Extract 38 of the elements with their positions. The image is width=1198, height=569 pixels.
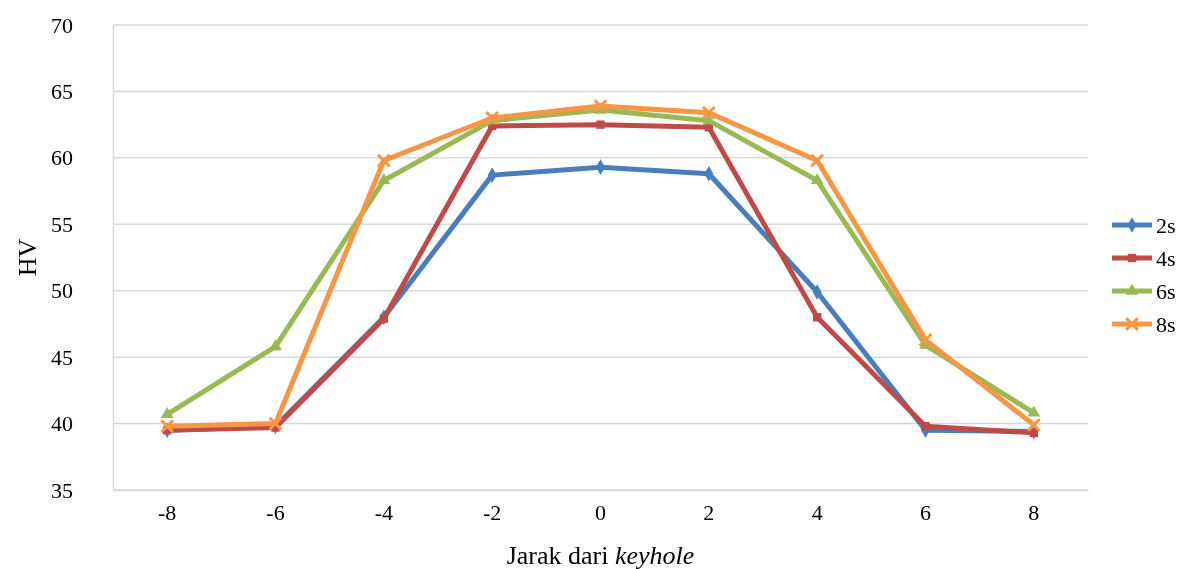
y-tick-label: 40 bbox=[51, 411, 73, 437]
y-tick-label: 50 bbox=[51, 278, 73, 304]
point bbox=[596, 120, 605, 129]
legend-label: 6s bbox=[1156, 279, 1176, 304]
point bbox=[702, 113, 716, 125]
x-tick-label: -8 bbox=[158, 499, 177, 525]
point bbox=[1026, 417, 1042, 433]
point bbox=[159, 418, 175, 434]
point bbox=[809, 153, 825, 168]
x-tick-label: 4 bbox=[811, 499, 823, 525]
x-axis-title: Jarak dari keyhole bbox=[506, 541, 695, 569]
x-tick-label: -2 bbox=[483, 499, 502, 525]
point bbox=[812, 313, 822, 322]
y-tick-label: 55 bbox=[51, 211, 73, 237]
x-tick-label: 2 bbox=[703, 499, 715, 525]
x-tick-label: 8 bbox=[1028, 499, 1040, 525]
y-tick-label: 65 bbox=[51, 78, 73, 104]
point bbox=[810, 173, 824, 185]
y-axis-title: HV bbox=[13, 238, 42, 277]
point bbox=[918, 332, 933, 348]
point bbox=[379, 314, 389, 323]
point bbox=[593, 98, 608, 114]
y-tick-label: 45 bbox=[51, 344, 73, 370]
point bbox=[376, 153, 392, 168]
point bbox=[377, 173, 391, 185]
x-tick-label: -6 bbox=[266, 499, 285, 525]
point bbox=[701, 105, 717, 120]
y-tick-label: 35 bbox=[51, 477, 73, 503]
y-tick-label: 70 bbox=[51, 12, 73, 38]
x-tick-label: -4 bbox=[374, 499, 393, 525]
y-tick-label: 60 bbox=[51, 145, 73, 171]
point bbox=[921, 422, 930, 431]
legend-label: 8s bbox=[1156, 312, 1176, 337]
x-tick-label: 6 bbox=[920, 499, 931, 525]
legend-label: 2s bbox=[1156, 213, 1176, 238]
legend-label: 4s bbox=[1156, 246, 1176, 271]
point bbox=[1027, 405, 1041, 417]
x-tick-label: 0 bbox=[595, 499, 606, 525]
